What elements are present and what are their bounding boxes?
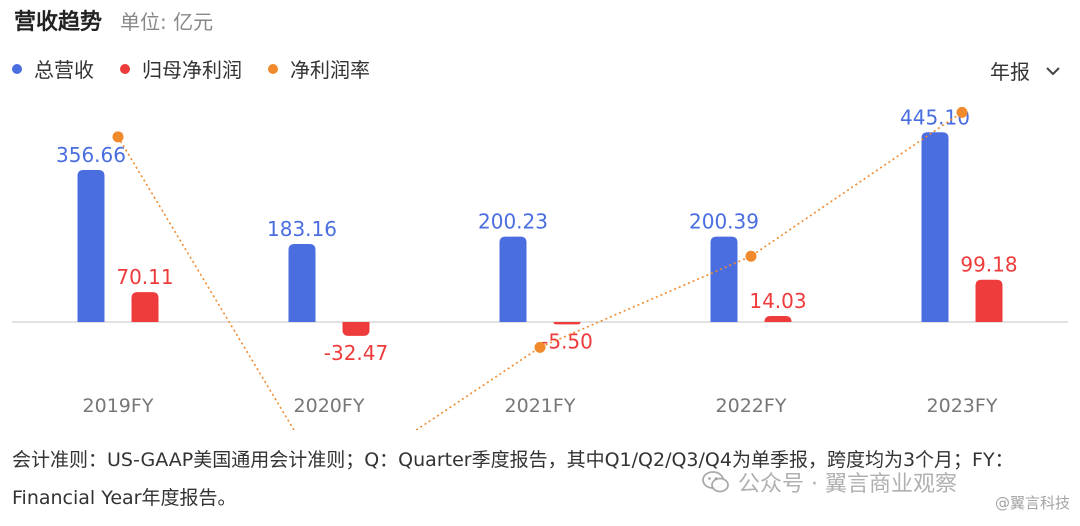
revenue-bar	[921, 132, 949, 322]
chart-title: 营收趋势	[14, 10, 103, 35]
chart-header: 营收趋势 单位: 亿元	[14, 4, 213, 40]
legend-dot-margin	[268, 63, 278, 74]
legend-item-revenue[interactable]: 总营收	[12, 54, 94, 83]
x-tick-label: 2019FY	[83, 395, 154, 417]
legend-label-profit: 归母净利润	[142, 58, 242, 82]
margin-point	[745, 250, 757, 262]
profit-data-label: -5.50	[541, 329, 593, 353]
profit-bar	[764, 316, 792, 322]
profit-bar	[131, 292, 159, 322]
margin-point	[956, 106, 968, 118]
x-tick-label: 2023FY	[927, 395, 998, 417]
legend-label-revenue: 总营收	[34, 58, 94, 82]
chevron-down-icon	[1046, 66, 1060, 75]
legend: 总营收 归母净利润 净利润率	[12, 54, 370, 83]
margin-point	[534, 341, 546, 353]
profit-data-label: 70.11	[116, 265, 173, 289]
profit-bar	[342, 322, 370, 336]
profit-data-label: 14.03	[749, 289, 806, 313]
watermark-tag: @翼言科技	[994, 494, 1070, 512]
revenue-trend-chart: 356.66 70.11 2019FY 183.16 -32.47 2020FY 200.2…	[12, 105, 1068, 430]
legend-item-margin[interactable]: 净利润率	[268, 54, 370, 83]
profit-bar	[975, 279, 1003, 322]
unit-label: 单位: 亿元	[120, 10, 214, 34]
revenue-bar	[499, 236, 527, 322]
revenue-bar	[710, 236, 738, 322]
legend-dot-revenue	[12, 63, 22, 74]
margin-line	[117, 111, 963, 430]
revenue-data-label: 200.23	[478, 210, 548, 234]
x-tick-label: 2020FY	[294, 395, 365, 417]
footnote: 会计准则：US-GAAP美国通用会计准则；Q：Quarter季度报告，其中Q1/…	[12, 449, 1014, 509]
margin-point	[112, 131, 124, 143]
revenue-data-label: 183.16	[267, 217, 337, 241]
x-tick-label: 2022FY	[716, 395, 787, 417]
revenue-data-label: 356.66	[56, 143, 126, 167]
revenue-bar	[288, 243, 316, 322]
profit-data-label: -32.47	[324, 341, 388, 365]
period-dropdown[interactable]: 年报	[990, 56, 1062, 85]
legend-item-profit[interactable]: 归母净利润	[120, 54, 242, 83]
revenue-bar	[77, 170, 105, 322]
legend-label-margin: 净利润率	[290, 58, 370, 82]
legend-dot-profit	[120, 63, 130, 74]
revenue-data-label: 200.39	[689, 210, 759, 234]
profit-bar	[553, 322, 581, 325]
x-tick-label: 2021FY	[505, 395, 576, 417]
period-dropdown-label: 年报	[990, 60, 1030, 84]
profit-data-label: 99.18	[960, 253, 1017, 277]
